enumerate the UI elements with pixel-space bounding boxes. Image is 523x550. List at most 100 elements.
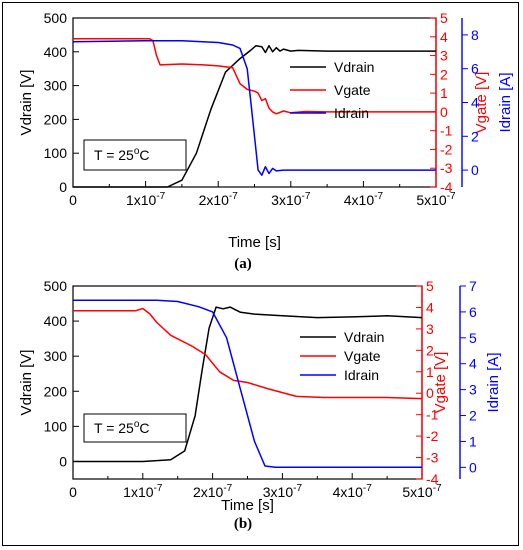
y-tick-label: 300: [44, 78, 68, 94]
vgate-tick-label: 1: [440, 85, 448, 101]
x-tick-label: 3x10-7: [271, 191, 311, 208]
y-tick-label: 500: [44, 278, 68, 294]
x-tick-label: 0: [69, 192, 77, 208]
series-line-vgate: [73, 37, 436, 115]
idrain-tick-label: 0: [469, 459, 477, 475]
y-tick-label: 400: [44, 313, 68, 329]
idrain-tick-label: 2: [471, 128, 479, 144]
x-tick-exponent: -7: [229, 191, 238, 202]
vgate-tick-label: 3: [440, 48, 448, 64]
degree-symbol: o: [134, 146, 140, 157]
annotation-box: [83, 413, 187, 443]
idrain-tick-label: 7: [469, 278, 477, 294]
vgate-tick-label: 4: [440, 29, 448, 45]
legend-label-vgate: Vgate: [334, 82, 371, 98]
y-tick-label: 300: [44, 348, 68, 364]
vgate-tick-label: 5: [440, 10, 448, 26]
y-tick-label: 0: [59, 453, 67, 469]
x-tick-label: 1x10-7: [123, 483, 163, 500]
legend-label-vdrain: Vdrain: [344, 329, 384, 345]
vgate-tick-label: -1: [426, 407, 439, 423]
vgate-tick-label: 2: [426, 342, 434, 358]
vgate-tick-label: 5: [426, 278, 434, 294]
x-tick-label: 5x10-7: [402, 483, 442, 500]
x-axis-label: Time [s]: [228, 234, 281, 251]
legend-label-idrain: Idrain: [344, 367, 379, 383]
temperature-annotation: T = 25oC: [94, 419, 150, 436]
vgate-tick-label: -3: [426, 450, 439, 466]
series-line-vdrain: [73, 44, 436, 188]
figure-caption: (a): [234, 256, 252, 272]
idrain-tick-label: 2: [469, 408, 477, 424]
vgate-tick-label: 2: [440, 66, 448, 82]
chart-a: 0 1x10-7 2x10-7 3x10-7 4x10-7 5x10-7 Time [s] 0…: [18, 10, 514, 272]
degree-symbol: o: [134, 419, 140, 430]
vgate-tick-label: -4: [440, 179, 453, 195]
x-tick-label: 2x10-7: [199, 191, 239, 208]
legend-label-vgate: Vgate: [344, 348, 381, 364]
x-tick-exponent: -7: [154, 483, 163, 494]
idrain-axis-label: Idrain [A]: [497, 72, 514, 132]
vgate-tick-label: -2: [426, 428, 439, 444]
series-line-idrain: [72, 40, 436, 176]
x-tick-exponent: -7: [374, 191, 383, 202]
x-tick-label: 1x10-7: [126, 191, 166, 208]
idrain-tick-label: 6: [469, 304, 477, 320]
x-tick-exponent: -7: [223, 483, 232, 494]
legend-label-vdrain: Vdrain: [334, 59, 374, 75]
idrain-tick-label: 4: [469, 356, 477, 372]
chart-b: 0 1x10-7 2x10-7 3x10-7 4x10-7 5x10-7 Time [s] 0…: [18, 278, 502, 532]
x-tick-label: 4x10-7: [333, 483, 373, 500]
vgate-tick-label: 4: [426, 299, 434, 315]
y-tick-label: 500: [44, 10, 68, 26]
x-tick-exponent: -7: [293, 483, 302, 494]
series-line-vdrain: [73, 306, 423, 463]
x-tick-label: 5x10-7: [416, 191, 456, 208]
y-tick-label: 400: [44, 44, 68, 60]
x-tick-exponent: -7: [156, 191, 165, 202]
series-line-idrain: [73, 299, 422, 469]
unit-suffix: C: [139, 147, 149, 163]
y-tick-label: 0: [59, 179, 67, 195]
series-line-vgate: [73, 307, 423, 400]
figure-caption: (b): [234, 516, 252, 532]
idrain-tick-label: 6: [471, 61, 479, 77]
annotation-box: [83, 139, 187, 171]
vgate-tick-label: 1: [426, 364, 434, 380]
x-tick-label: 3x10-7: [263, 483, 303, 500]
vgate-tick-label: -3: [440, 160, 453, 176]
idrain-tick-label: 0: [471, 162, 479, 178]
idrain-tick-label: 4: [471, 95, 479, 111]
idrain-tick-label: 8: [471, 27, 479, 43]
vgate-axis-label: Vgate [V]: [473, 72, 490, 134]
y-tick-label: 100: [44, 145, 68, 161]
vgate-tick-label: 0: [426, 385, 434, 401]
y-axis-label: Vdrain [V]: [18, 70, 35, 136]
x-tick-exponent: -7: [302, 191, 311, 202]
idrain-tick-label: 1: [469, 433, 477, 449]
x-tick-label: 2x10-7: [193, 483, 233, 500]
vgate-tick-label: 0: [440, 104, 448, 120]
idrain-tick-label: 5: [469, 330, 477, 346]
vgate-tick-label: -1: [440, 123, 453, 139]
y-axis-label: Vdrain [V]: [18, 350, 35, 416]
x-tick-label: 4x10-7: [344, 191, 384, 208]
vgate-tick-label: -2: [440, 141, 453, 157]
x-tick-exponent: -7: [447, 191, 456, 202]
idrain-tick-label: 3: [469, 382, 477, 398]
unit-suffix: C: [139, 420, 149, 436]
vgate-axis-label: Vgate [V]: [432, 352, 449, 414]
legend-label-idrain: Idrain: [334, 105, 369, 121]
x-axis-label: Time [s]: [221, 497, 274, 514]
x-tick-label: 0: [69, 484, 77, 500]
x-tick-exponent: -7: [433, 483, 442, 494]
idrain-axis-label: Idrain [A]: [485, 352, 502, 412]
y-tick-label: 200: [44, 383, 68, 399]
x-tick-exponent: -7: [363, 483, 372, 494]
vgate-tick-label: 3: [426, 321, 434, 337]
y-tick-label: 200: [44, 111, 68, 127]
temperature-annotation: T = 25oC: [94, 146, 150, 163]
vgate-tick-label: -4: [426, 471, 439, 487]
